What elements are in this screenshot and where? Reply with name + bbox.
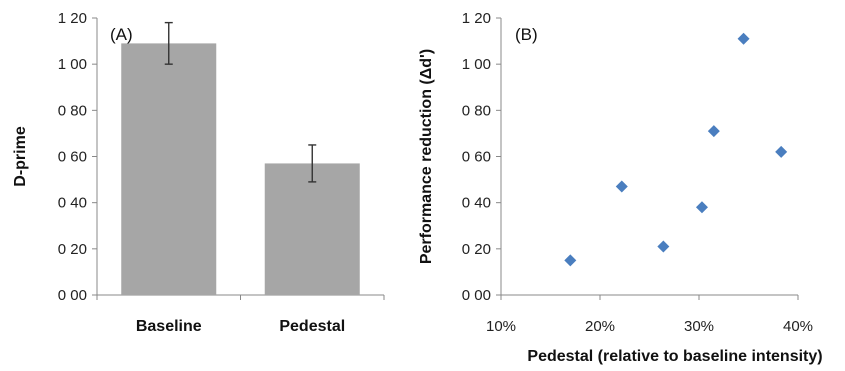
- y-tick-label: 0 40: [58, 195, 87, 212]
- y-tick-label: 0 00: [58, 287, 87, 304]
- y-tick-label: 0 80: [58, 102, 87, 119]
- y-tick-label: 0 20: [58, 241, 87, 258]
- panel-label-a: (A): [110, 25, 133, 44]
- x-tick-label: 30%: [684, 318, 714, 335]
- y-tick-label: 0 80: [462, 102, 491, 119]
- data-point: [695, 201, 708, 214]
- y-tick-label: 0 60: [462, 149, 491, 166]
- y-axis-title: Performance reduction (Δd'): [418, 49, 435, 264]
- data-point: [615, 180, 628, 193]
- y-tick-label: 0 40: [462, 195, 491, 212]
- bar-pedestal: [264, 163, 360, 295]
- y-tick-label: 0 60: [58, 149, 87, 166]
- bar-baseline: [121, 43, 217, 296]
- x-tick-label: 20%: [585, 318, 615, 335]
- x-category-label: Baseline: [136, 318, 202, 335]
- x-tick-label: 10%: [486, 318, 516, 335]
- y-tick-label: 0 20: [462, 241, 491, 258]
- data-point: [737, 32, 750, 45]
- y-tick-label: 1 00: [462, 56, 491, 73]
- y-tick-label: 1 20: [58, 10, 87, 27]
- y-tick-label: 1 00: [58, 56, 87, 73]
- data-point: [707, 125, 720, 138]
- data-point: [775, 145, 788, 158]
- panel-label-b: (B): [515, 25, 538, 44]
- data-point: [564, 254, 577, 267]
- y-tick-label: 0 00: [462, 287, 491, 304]
- y-tick-label: 1 20: [462, 10, 491, 27]
- x-category-label: Pedestal: [279, 318, 345, 335]
- data-point: [657, 240, 670, 253]
- y-axis-title: D-prime: [12, 126, 29, 187]
- x-tick-label: 40%: [783, 318, 813, 335]
- x-axis-title: Pedestal (relative to baseline intensity…: [527, 348, 822, 365]
